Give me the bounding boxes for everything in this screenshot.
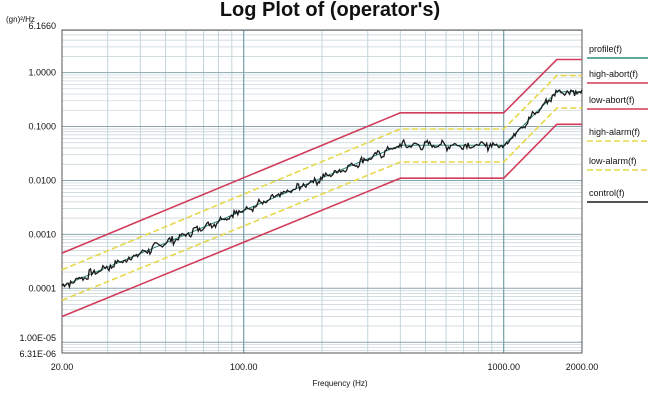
plot-frame	[61, 29, 583, 354]
legend-label-0: profile(f)	[589, 44, 622, 54]
y-tick-label-1: 1.0000	[28, 68, 56, 78]
y-tick-label-5: 0.0001	[28, 283, 56, 293]
series-high-abortf	[61, 58, 582, 254]
legend: profile(f) high-abort(f) low-abort(f) high-…	[587, 44, 648, 203]
chart-title: Log Plot of (operator's)	[220, 0, 440, 21]
series-high-alarmf	[61, 74, 582, 271]
y-tick-label-7: 6.31E-06	[19, 349, 56, 359]
y-axis-label: (gn)²/Hz	[6, 15, 35, 24]
series-controlf	[61, 88, 583, 290]
y-tick-label-6: 1.00E-05	[19, 333, 56, 343]
y-tick-label-4: 0.0010	[28, 229, 56, 239]
legend-label-3: high-alarm(f)	[589, 127, 640, 137]
legend-label-2: low-abort(f)	[589, 95, 635, 105]
series-low-alarmf	[61, 107, 582, 302]
y-tick-label-3: 0.0100	[28, 175, 56, 185]
minor-grid	[61, 30, 583, 353]
x-tick-label-3: 2000.00	[566, 362, 599, 372]
x-tick-label-0: 20.00	[51, 362, 74, 372]
y-tick-label-2: 0.1000	[28, 122, 56, 132]
y-tick-labels: 6.1660 1.0000 0.1000 0.0100 0.0010 0.0001 1.00…	[19, 21, 56, 359]
series-low-abortf	[61, 123, 582, 318]
series-layer	[61, 58, 583, 318]
legend-label-4: low-alarm(f)	[589, 156, 637, 166]
x-tick-labels: 20.00 100.00 1000.00 2000.00	[51, 362, 599, 372]
x-tick-label-1: 100.00	[230, 362, 258, 372]
x-axis-label: Frequency (Hz)	[312, 379, 367, 388]
y-tick-label-0: 6.1660	[28, 21, 56, 31]
legend-label-5: control(f)	[589, 188, 625, 198]
legend-label-1: high-abort(f)	[589, 69, 638, 79]
x-tick-label-2: 1000.00	[487, 362, 520, 372]
